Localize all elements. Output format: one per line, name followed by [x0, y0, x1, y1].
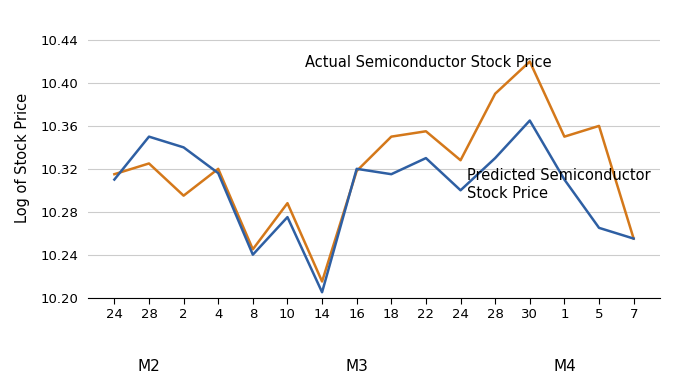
Text: Actual Semiconductor Stock Price: Actual Semiconductor Stock Price — [305, 55, 551, 70]
Text: Predicted Semiconductor
Stock Price: Predicted Semiconductor Stock Price — [467, 169, 651, 201]
Text: M3: M3 — [345, 359, 368, 372]
Text: M4: M4 — [553, 359, 576, 372]
Text: M2: M2 — [137, 359, 160, 372]
Y-axis label: Log of Stock Price: Log of Stock Price — [14, 93, 29, 223]
